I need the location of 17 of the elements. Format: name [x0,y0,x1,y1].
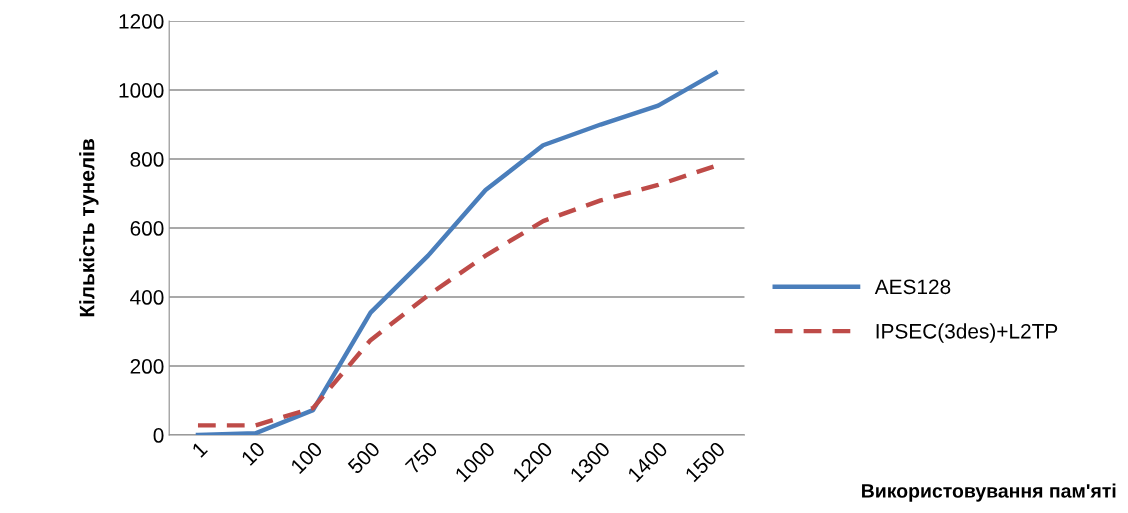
y-tick-label: 1200 [119,14,164,29]
y-tick-label: 800 [130,152,164,167]
y-tick-label: 200 [130,359,164,374]
x-tick-label: 100 [289,440,324,475]
y-tick-label: 400 [130,290,164,305]
line-series [195,70,718,436]
legend-label: IPSEC(3des)+L2TP [876,323,1058,343]
x-tick-label: 1 [191,441,208,458]
y-tick-label: 600 [130,221,164,236]
legend-label: AES128 [874,279,951,295]
y-tick-label: 0 [153,428,164,443]
text: Використовування пам'яті [862,483,1116,502]
y-tick-label: 1000 [119,83,164,98]
x-tick-label: 500 [346,440,381,475]
x-tick-label: 10 [240,440,266,466]
x-tick-label: 750 [404,440,439,475]
y-axis-title: Кількість тунелів [79,139,99,317]
